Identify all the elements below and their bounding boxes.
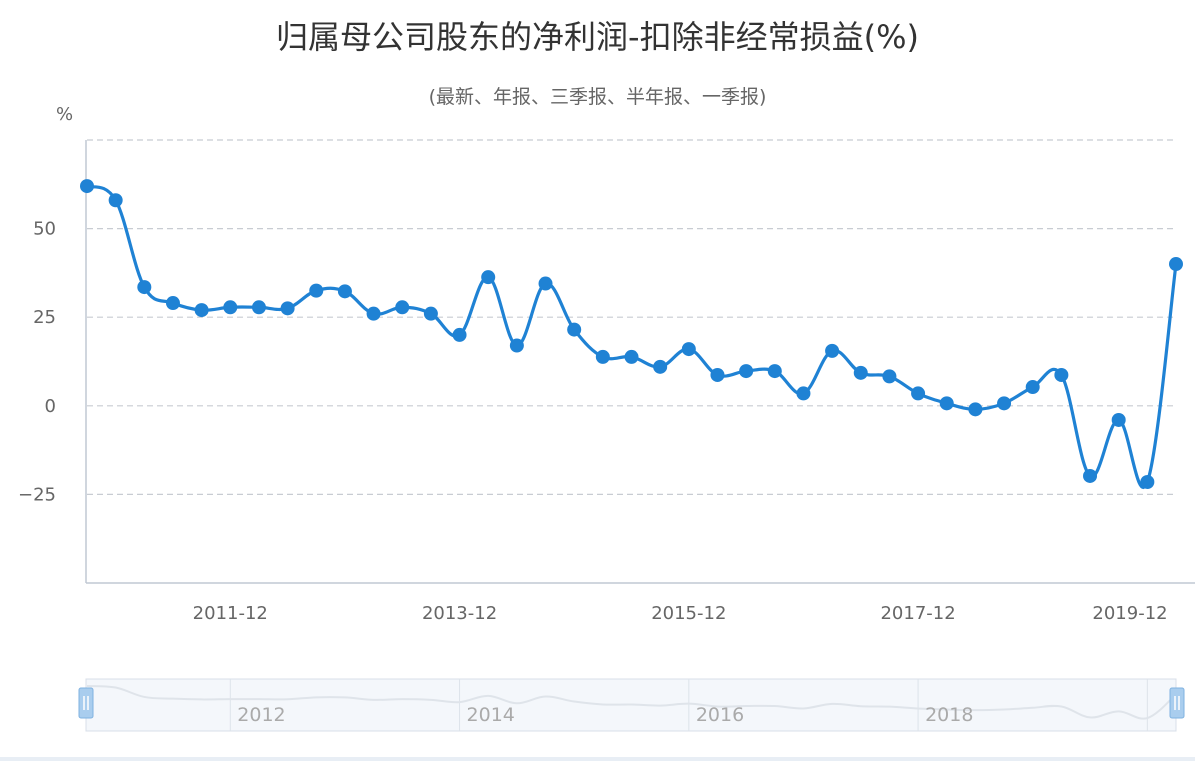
navigator-gridlines [229,679,1148,731]
navigator-label: 2012 [237,704,285,726]
data-point[interactable] [108,193,123,208]
navigator-label: 2018 [925,704,973,726]
data-point[interactable] [280,301,295,316]
x-tick-label: 2015-12 [651,603,726,624]
data-point[interactable] [137,280,152,295]
navigator-label: 2014 [467,704,515,726]
data-point[interactable] [1169,257,1183,272]
data-point[interactable] [194,303,209,318]
data-point[interactable] [1083,468,1098,483]
data-point[interactable] [710,367,725,382]
data-point[interactable] [595,349,610,364]
x-tick-label: 2011-12 [193,603,268,624]
y-axis-unit-label: % [56,104,73,125]
data-point[interactable] [452,327,467,342]
data-point[interactable] [223,300,238,315]
y-tick-labels: 50 25 0 −25 [18,219,56,506]
chart-title: 归属母公司股东的净利润-扣除非经常损益(%) [276,18,919,56]
data-series [80,179,1183,489]
x-tick-labels: 2011-12 2013-12 2015-12 2017-12 2019-12 [193,603,1168,624]
data-point[interactable] [509,338,524,353]
navigator-label: 2016 [696,704,744,726]
data-point[interactable] [911,386,926,401]
data-point[interactable] [251,300,266,315]
data-point[interactable] [309,283,324,298]
data-point[interactable] [968,402,983,417]
data-point[interactable] [882,369,897,384]
y-tick-label: 0 [45,396,56,417]
gridlines [87,139,1175,495]
navigator-series-line [86,684,1177,720]
data-point[interactable] [624,349,639,364]
x-tick-label: 2013-12 [422,603,497,624]
data-point[interactable] [939,396,954,411]
data-point[interactable] [825,343,840,358]
range-navigator[interactable]: 2012 2014 2016 2018 [78,678,1185,732]
x-tick-label: 2017-12 [880,603,955,624]
data-point[interactable] [739,364,754,379]
x-tick-label: 2019-12 [1092,603,1167,624]
data-point[interactable] [767,364,782,379]
navigator-left-handle[interactable] [78,687,94,719]
data-point[interactable] [1140,474,1155,489]
y-tick-label: 50 [33,219,56,240]
data-point[interactable] [1054,367,1069,382]
data-point[interactable] [481,270,496,285]
data-point[interactable] [165,296,180,311]
data-point[interactable] [1025,380,1040,395]
data-point[interactable] [538,276,553,291]
data-point[interactable] [653,359,668,374]
data-point[interactable] [80,179,94,194]
y-tick-label: −25 [18,484,56,505]
navigator-right-handle[interactable] [1169,687,1185,719]
data-point[interactable] [395,300,410,315]
data-point[interactable] [423,306,438,321]
series-line [86,184,1178,489]
data-point[interactable] [366,306,381,321]
data-point[interactable] [567,322,582,337]
navigator-labels: 2012 2014 2016 2018 [237,704,973,726]
chart-subtitle: (最新、年报、三季报、半年报、一季报) [428,86,767,108]
y-tick-label: 25 [33,307,56,328]
data-point[interactable] [1111,412,1126,427]
data-point[interactable] [681,342,696,357]
data-point[interactable] [853,365,868,380]
data-point[interactable] [337,284,352,299]
data-point[interactable] [796,386,811,401]
data-point[interactable] [997,396,1012,411]
